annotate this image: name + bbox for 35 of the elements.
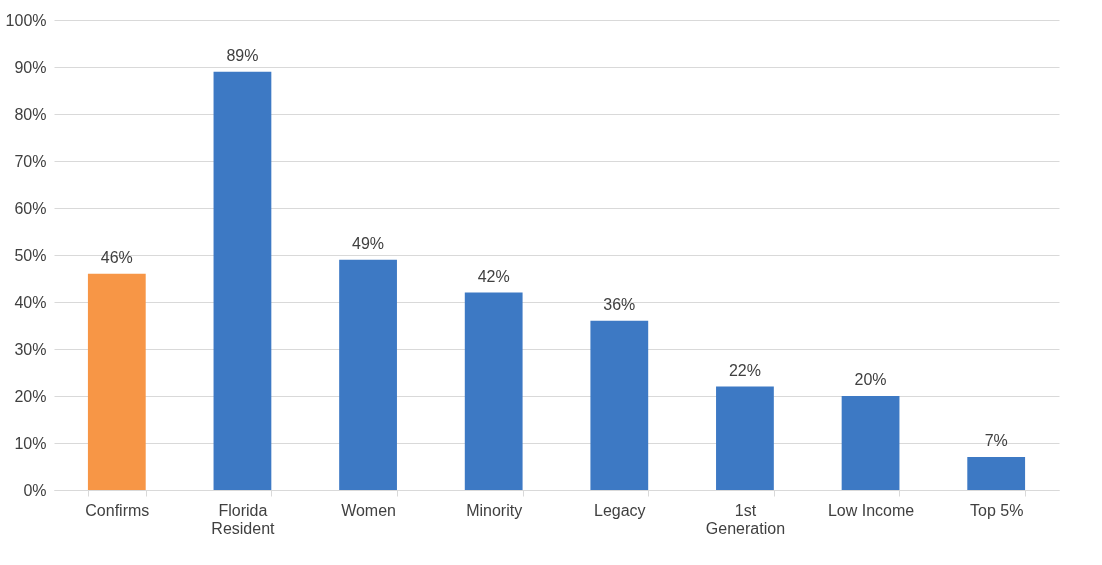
y-tick-label: 10% bbox=[14, 434, 47, 452]
y-tick-label: 80% bbox=[14, 105, 47, 123]
data-label: 20% bbox=[854, 371, 887, 388]
bar bbox=[87, 273, 146, 490]
data-label: 36% bbox=[603, 295, 636, 313]
data-label: 46% bbox=[100, 248, 133, 266]
y-tick-label: 100% bbox=[5, 11, 47, 29]
y-tick-label: 40% bbox=[14, 293, 47, 311]
data-label: 7% bbox=[984, 432, 1008, 450]
data-label: 49% bbox=[352, 234, 385, 252]
x-tick-label: Minority bbox=[466, 501, 523, 519]
y-tick-label: 90% bbox=[14, 58, 47, 76]
y-tick-label: 20% bbox=[14, 387, 47, 405]
x-tick-label: Confirms bbox=[85, 501, 150, 519]
y-tick-label: 30% bbox=[14, 340, 47, 358]
y-tick-label: 0% bbox=[23, 481, 47, 499]
bar bbox=[716, 386, 774, 490]
bar bbox=[213, 71, 272, 490]
data-label: 89% bbox=[226, 46, 259, 64]
y-tick-label: 70% bbox=[14, 152, 47, 170]
bar bbox=[590, 320, 649, 490]
bar bbox=[967, 457, 1026, 490]
x-tick-label: Legacy bbox=[594, 501, 646, 519]
x-tick-label: Florida Resident bbox=[211, 501, 276, 537]
x-tick-label: Low Income bbox=[827, 501, 915, 519]
y-tick-label: 50% bbox=[14, 246, 47, 264]
x-tick-label: Women bbox=[341, 501, 396, 519]
data-label: 22% bbox=[728, 361, 761, 379]
bar bbox=[464, 292, 523, 490]
y-tick-label: 60% bbox=[14, 199, 47, 217]
data-label: 42% bbox=[477, 267, 510, 285]
x-tick-label: 1st Generation bbox=[705, 501, 786, 537]
x-tick-label: Top 5% bbox=[970, 501, 1024, 519]
bar bbox=[841, 396, 900, 490]
bar bbox=[339, 259, 397, 490]
